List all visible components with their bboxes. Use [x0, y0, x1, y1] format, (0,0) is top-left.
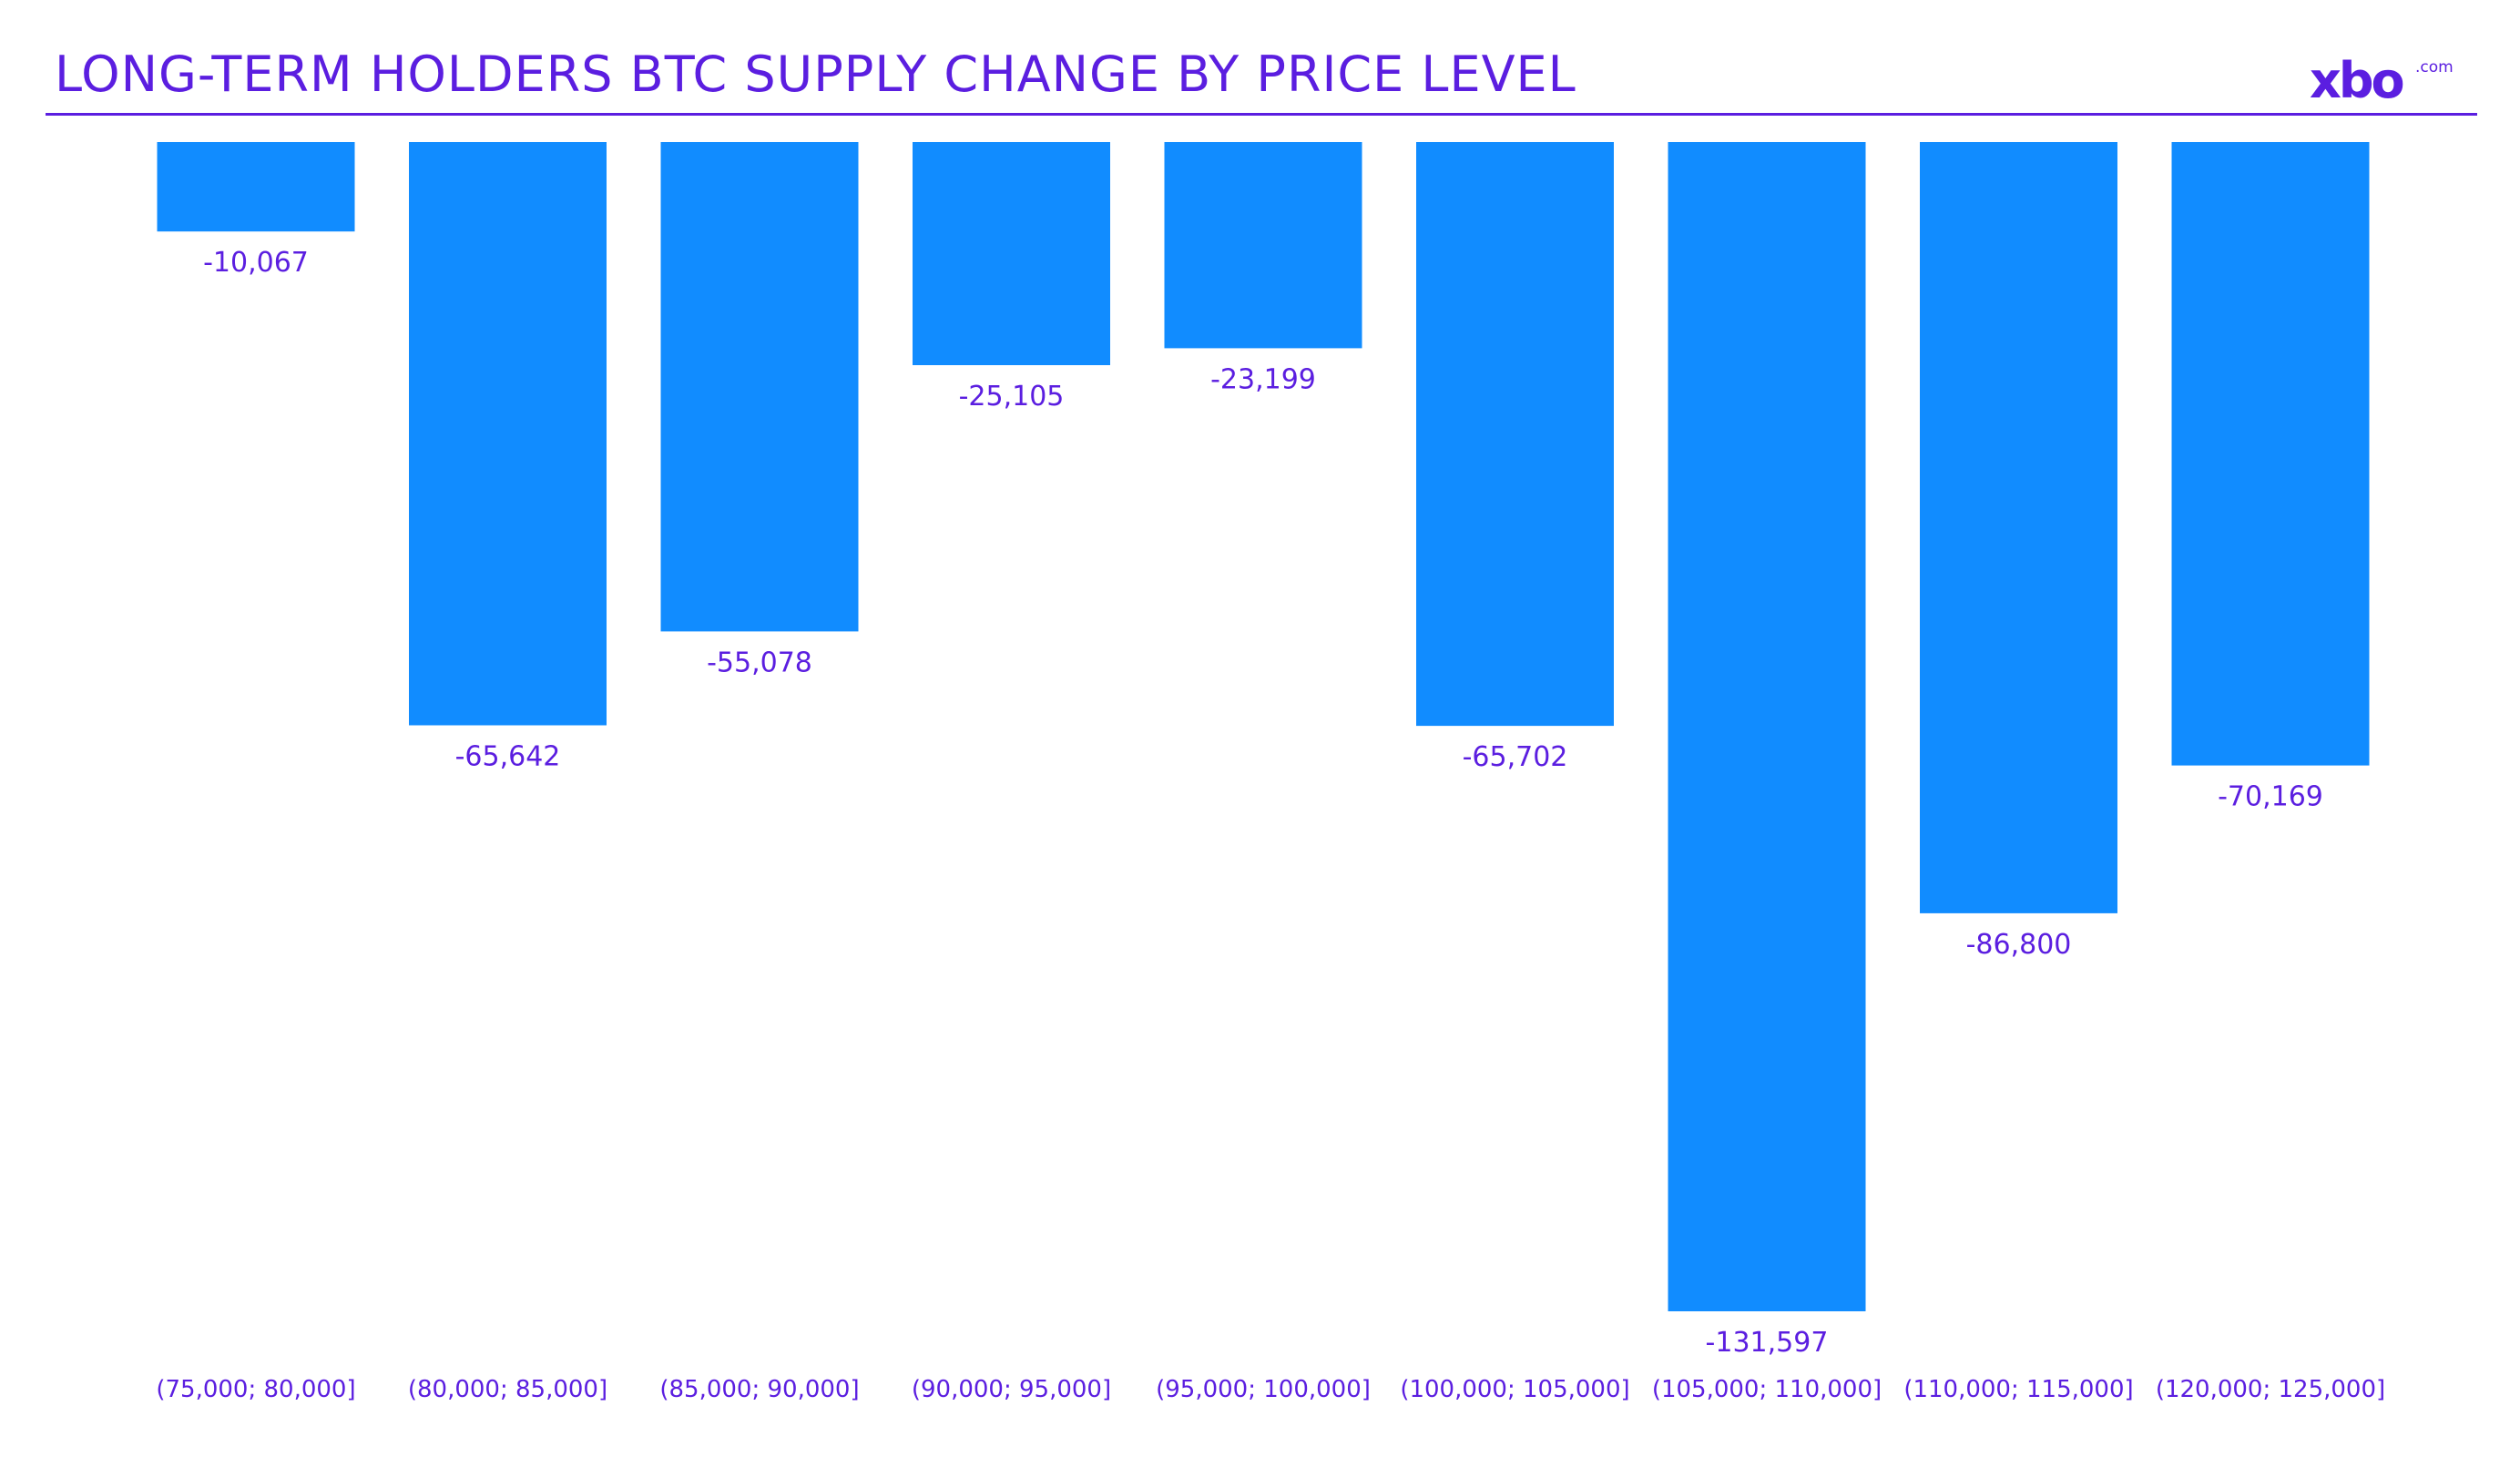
category-label: (75,000; 80,000]	[156, 1376, 355, 1403]
bar	[660, 142, 859, 632]
category-label: (80,000; 85,000]	[408, 1376, 607, 1403]
category-label: (105,000; 110,000]	[1652, 1376, 1882, 1403]
bar	[2171, 142, 2370, 766]
category-label: (100,000; 105,000]	[1400, 1376, 1629, 1403]
chart-header: LONG-TERM HOLDERS BTC SUPPLY CHANGE BY P…	[0, 0, 2520, 117]
bar	[409, 142, 607, 726]
data-label: -10,067	[203, 247, 309, 279]
category-label: (95,000; 100,000]	[1156, 1376, 1371, 1403]
data-label: -65,642	[455, 741, 561, 773]
data-label: -70,169	[2218, 781, 2323, 813]
bar	[1668, 142, 1866, 1311]
title-divider	[46, 113, 2477, 116]
category-label: (120,000; 125,000]	[2156, 1376, 2385, 1403]
category-label: (90,000; 95,000]	[912, 1376, 1111, 1403]
data-label: -25,105	[959, 381, 1065, 413]
category-label: (110,000; 115,000]	[1903, 1376, 2133, 1403]
logo-text: xbo	[2310, 52, 2405, 109]
category-label: (85,000; 90,000]	[659, 1376, 859, 1403]
bar	[913, 142, 1110, 365]
bar-group	[157, 142, 2370, 1311]
xbo-logo: xbo .com	[2310, 49, 2454, 113]
category-label-group: (75,000; 80,000] (80,000; 85,000] (85,000;…	[156, 1376, 2385, 1403]
data-label: -65,702	[1463, 741, 1568, 773]
data-label: -55,078	[707, 647, 812, 678]
bar	[157, 142, 355, 232]
data-label: -131,597	[1706, 1327, 1829, 1359]
bar	[1416, 142, 1614, 727]
data-label: -86,800	[1966, 929, 2072, 961]
data-label: -23,199	[1210, 363, 1316, 395]
bar	[1164, 142, 1362, 349]
chart-title: LONG-TERM HOLDERS BTC SUPPLY CHANGE BY P…	[55, 46, 1576, 103]
logo-superscript: .com	[2415, 58, 2454, 76]
data-label-group: -10,067 -65,642 -55,078 -25,105 -23,199 -65,7…	[203, 247, 2323, 1359]
bar	[1920, 142, 2117, 913]
